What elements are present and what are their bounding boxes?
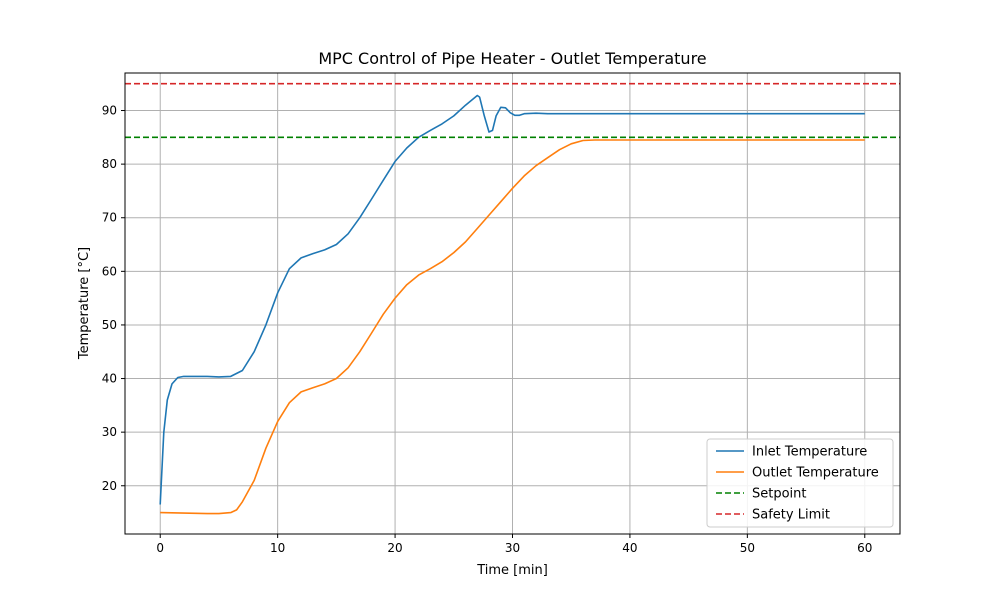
y-tick-label: 90 [102, 104, 117, 118]
legend-entry: Outlet Temperature [752, 466, 879, 481]
x-tick-label: 30 [505, 541, 520, 555]
legend-box [706, 438, 894, 528]
x-tick-label: 0 [156, 541, 164, 555]
ticks: 0 10 20 30 40 50 60 20 30 40 50 60 70 80 90 [102, 104, 873, 555]
legend: Inlet Temperature Outlet Temperature Setpo… [706, 438, 894, 528]
x-tick-label: 50 [740, 541, 755, 555]
legend-entry: Setpoint [752, 487, 807, 502]
y-tick-label: 40 [102, 372, 117, 386]
x-tick-label: 60 [857, 541, 872, 555]
y-tick-label: 20 [102, 479, 117, 493]
y-tick-label: 30 [102, 425, 117, 439]
x-axis-label: Time [min] [476, 563, 548, 578]
y-tick-label: 80 [102, 157, 117, 171]
y-tick-label: 60 [102, 264, 117, 278]
x-tick-label: 20 [387, 541, 402, 555]
outlet-temperature-line [160, 139, 865, 515]
legend-entry: Inlet Temperature [752, 445, 867, 460]
x-tick-label: 10 [270, 541, 285, 555]
chart-title: MPC Control of Pipe Heater - Outlet Temp… [318, 49, 706, 68]
plot-lines [125, 82, 900, 515]
inlet-temperature-line [159, 94, 865, 505]
y-tick-label: 70 [102, 211, 117, 225]
x-tick-label: 40 [622, 541, 637, 555]
legend-entry: Safety Limit [752, 508, 830, 523]
y-axis-label: Temperature [°C] [77, 247, 92, 360]
grid [125, 73, 900, 534]
y-tick-label: 50 [102, 318, 117, 332]
